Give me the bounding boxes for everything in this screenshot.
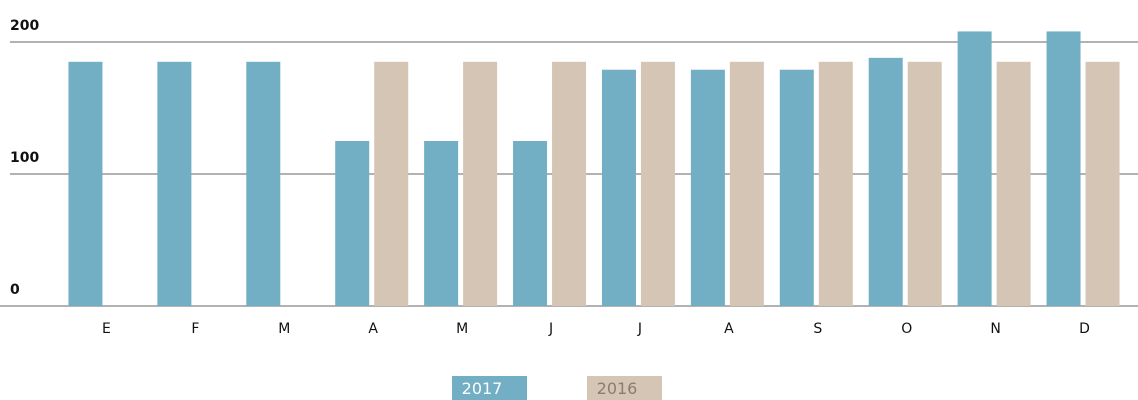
legend-swatch xyxy=(587,376,662,400)
bar xyxy=(68,61,103,306)
x-tick-label: E xyxy=(102,321,111,337)
bar xyxy=(157,61,192,306)
x-tick-label: M xyxy=(456,321,468,337)
bar xyxy=(868,57,903,307)
bar xyxy=(335,141,370,306)
x-tick-label: M xyxy=(278,321,290,337)
legend-label: 2016 xyxy=(597,379,638,398)
bar xyxy=(957,31,992,306)
bar xyxy=(463,61,498,306)
bar xyxy=(552,61,587,306)
x-tick-label: O xyxy=(901,321,912,337)
x-tick-label: J xyxy=(637,321,642,337)
bar xyxy=(640,61,675,306)
bar xyxy=(779,69,814,306)
y-tick-label: 200 xyxy=(10,18,39,34)
x-tick-label: A xyxy=(724,321,734,337)
bar xyxy=(1085,61,1120,306)
bar xyxy=(996,61,1031,306)
bar xyxy=(374,61,409,306)
x-tick-label: J xyxy=(548,321,553,337)
y-tick-label: 100 xyxy=(10,150,39,166)
legend-swatch xyxy=(452,376,527,400)
legend-label: 2017 xyxy=(462,379,503,398)
bar xyxy=(818,61,853,306)
bar xyxy=(601,69,636,306)
bar xyxy=(690,69,725,306)
x-tick-label: F xyxy=(191,321,199,337)
x-tick-label: D xyxy=(1079,321,1090,337)
bar xyxy=(907,61,942,306)
bar xyxy=(513,141,548,306)
x-tick-label: A xyxy=(368,321,378,337)
bar xyxy=(729,61,764,306)
bar xyxy=(246,61,281,306)
x-tick-label: S xyxy=(813,321,822,337)
bar xyxy=(424,141,459,306)
x-tick-label: N xyxy=(990,321,1000,337)
bar xyxy=(1046,31,1081,306)
y-tick-label: 0 xyxy=(10,282,20,298)
